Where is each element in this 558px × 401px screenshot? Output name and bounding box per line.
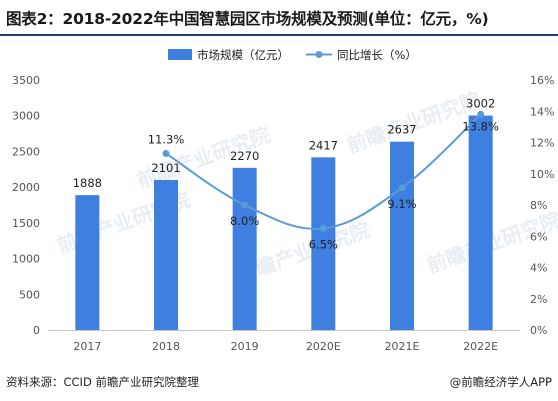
right-tick-label: 2%: [530, 293, 547, 306]
left-tick-label: 3000: [12, 110, 40, 123]
growth-value-label: 6.5%: [309, 237, 338, 251]
bar-labels: 1888 2101 2270 2417 2637 3002: [73, 97, 496, 191]
line-series: [162, 110, 485, 232]
bar-value-label: 3002: [466, 97, 495, 111]
left-tick-label: 500: [19, 288, 40, 301]
bar: [468, 115, 493, 330]
right-tick-label: 6%: [530, 230, 547, 243]
left-tick-label: 2500: [12, 145, 40, 158]
x-tick-label: 2020E: [306, 340, 341, 353]
x-tick-label: 2017: [73, 340, 101, 353]
growth-point: [162, 149, 170, 157]
chart-title: 图表2：2018-2022年中国智慧园区市场规模及预测(单位：亿元，%): [6, 10, 489, 28]
growth-point: [477, 110, 485, 118]
bar: [232, 167, 257, 330]
x-tick-label: 2019: [231, 340, 259, 353]
growth-point: [319, 224, 327, 232]
right-tick-label: 10%: [530, 168, 554, 181]
bar-value-label: 2637: [387, 123, 416, 137]
bar-value-label: 2270: [230, 149, 259, 163]
growth-value-label: 13.8%: [462, 119, 499, 133]
right-axis: 0% 2% 4% 6% 8% 10% 12% 14% 16%: [530, 74, 554, 337]
bar-series: [75, 115, 493, 330]
bar-value-label: 2101: [151, 161, 180, 175]
legend-line-label: 同比增长（%）: [337, 48, 417, 62]
bar: [311, 157, 336, 330]
right-tick-label: 16%: [530, 74, 554, 87]
growth-point: [241, 201, 249, 209]
x-axis: 2017 2018 2019 2020E 2021E 2022E: [48, 330, 520, 353]
growth-value-label: 9.1%: [387, 197, 416, 211]
growth-value-label: 11.3%: [148, 132, 185, 146]
right-tick-label: 14%: [530, 105, 554, 118]
bar-value-label: 1888: [73, 176, 102, 190]
bar-value-label: 2417: [309, 138, 338, 152]
left-tick-label: 1500: [12, 217, 40, 230]
bar: [154, 179, 178, 330]
line-labels: 11.3% 8.0% 6.5% 9.1% 13.8%: [148, 119, 499, 251]
legend-bar-swatch: [168, 49, 192, 60]
right-tick-label: 8%: [530, 199, 547, 212]
brand-note: @前瞻经济学人APP: [449, 375, 552, 389]
bar: [75, 195, 100, 330]
right-tick-label: 0%: [530, 324, 547, 337]
left-tick-label: 0: [33, 324, 40, 337]
right-tick-label: 4%: [530, 262, 547, 275]
right-tick-label: 12%: [530, 137, 554, 150]
x-tick-label: 2021E: [385, 340, 420, 353]
left-axis: 0 500 1000 1500 2000 2500 3000 3500: [12, 74, 40, 337]
growth-point: [398, 184, 406, 192]
x-tick-label: 2022E: [463, 340, 498, 353]
title-underline: [0, 34, 558, 36]
growth-value-label: 8.0%: [230, 214, 259, 228]
left-tick-label: 3500: [12, 74, 40, 87]
legend-line-marker: [315, 51, 323, 58]
x-tick-label: 2018: [152, 340, 180, 353]
left-tick-label: 2000: [12, 181, 40, 194]
legend-bar-label: 市场规模（亿元）: [197, 48, 289, 62]
legend: 市场规模（亿元） 同比增长（%）: [168, 48, 417, 62]
chart: 前瞻产业研究院前瞻产业研究院前瞻产业研究院前瞻产业研究院前瞻产业研究院 市场规模…: [12, 48, 558, 353]
bar: [390, 141, 414, 330]
left-tick-label: 1000: [12, 253, 40, 266]
source-note: 资料来源：CCID 前瞻产业研究院整理: [6, 375, 199, 389]
